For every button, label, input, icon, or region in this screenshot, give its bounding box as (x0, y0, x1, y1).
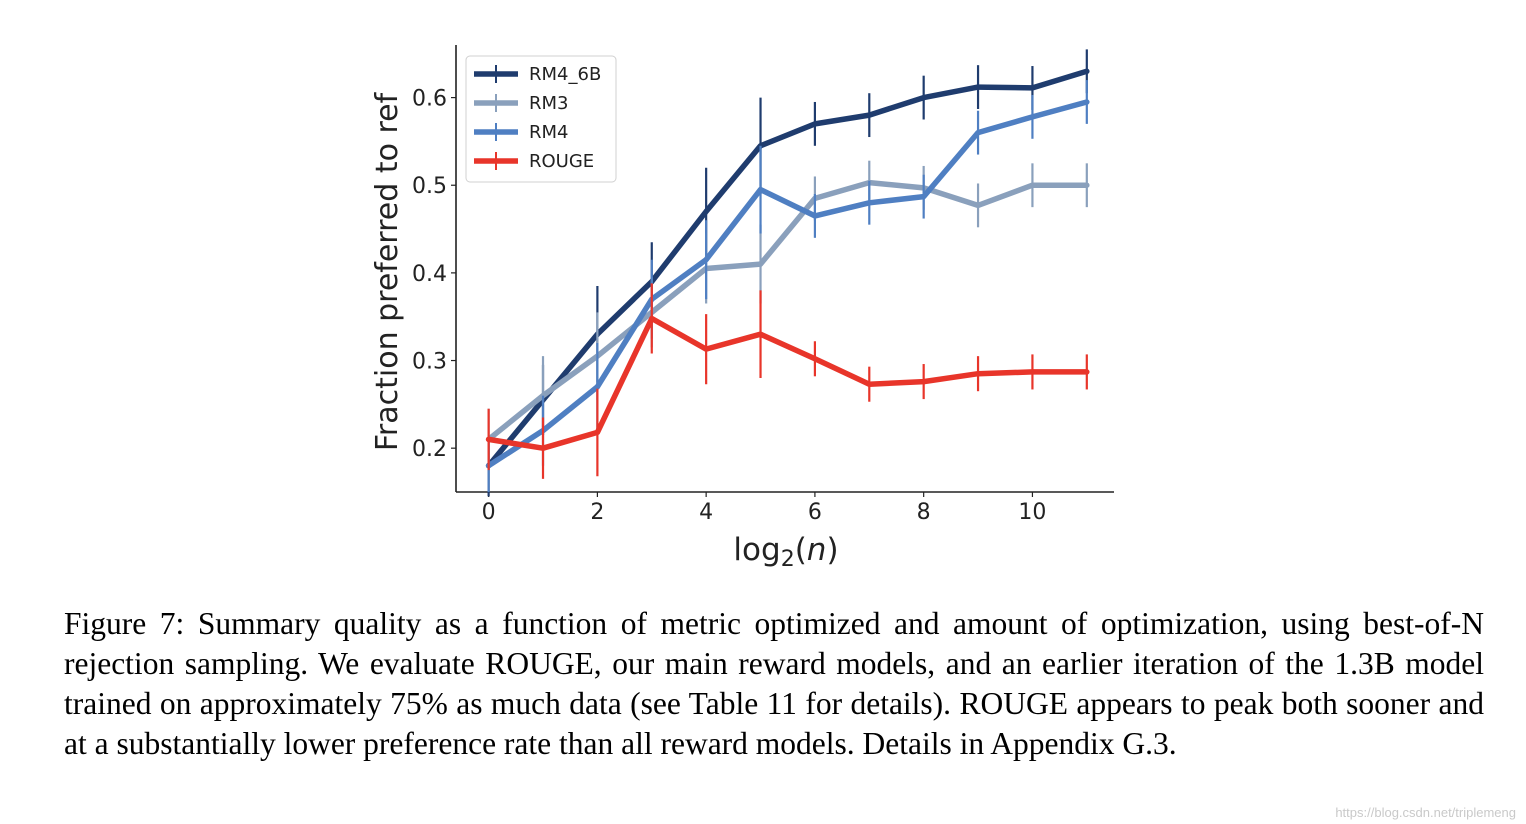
series-line (485, 179, 1090, 443)
x-tick-label: 4 (699, 500, 713, 525)
x-tick-label: 10 (1018, 500, 1046, 525)
figure-caption: Figure 7: Summary quality as a function … (64, 606, 1484, 761)
x-axis-label-open: ( (795, 532, 807, 568)
legend: RM4_6B RM3 RM4 ROUGE (465, 55, 617, 183)
series-rm3 (485, 160, 1090, 471)
legend-box (465, 55, 617, 183)
y-tick-label: 0.4 (412, 262, 447, 287)
y-tick-label: 0.5 (412, 174, 447, 199)
plot-area (485, 49, 1090, 497)
y-ticks: 0.2 0.3 0.4 0.5 0.6 (412, 87, 456, 462)
legend-label: RM4_6B (529, 64, 601, 85)
x-axis-label-close: ) (826, 532, 838, 568)
y-tick-label: 0.3 (412, 350, 447, 375)
x-axis-label-base: log (733, 532, 780, 568)
legend-label: ROUGE (529, 151, 594, 172)
x-ticks: 0 2 4 6 8 10 (482, 492, 1046, 525)
watermark: https://blog.csdn.net/triplemeng (1335, 805, 1516, 820)
x-tick-label: 8 (917, 500, 931, 525)
series-line (485, 68, 1090, 469)
chart: 0 2 4 6 8 10 0.2 0.3 0.4 0.5 0.6 Fraction preferr… (370, 45, 1114, 572)
x-axis-label: log2(n) (733, 532, 838, 572)
legend-label: RM3 (529, 93, 569, 114)
x-tick-label: 2 (590, 500, 604, 525)
series-line (485, 315, 1090, 451)
x-tick-label: 0 (482, 500, 496, 525)
y-axis-label: Fraction preferred to ref (370, 91, 405, 451)
series-rouge (485, 283, 1090, 479)
x-axis-label-sub: 2 (781, 547, 795, 572)
x-tick-label: 6 (808, 500, 822, 525)
chart-axes (455, 45, 1114, 493)
series-line (485, 99, 1090, 469)
y-tick-label: 0.6 (412, 87, 447, 112)
x-axis-label-arg: n (807, 532, 827, 568)
y-tick-label: 0.2 (412, 437, 447, 462)
legend-label: RM4 (529, 122, 569, 143)
